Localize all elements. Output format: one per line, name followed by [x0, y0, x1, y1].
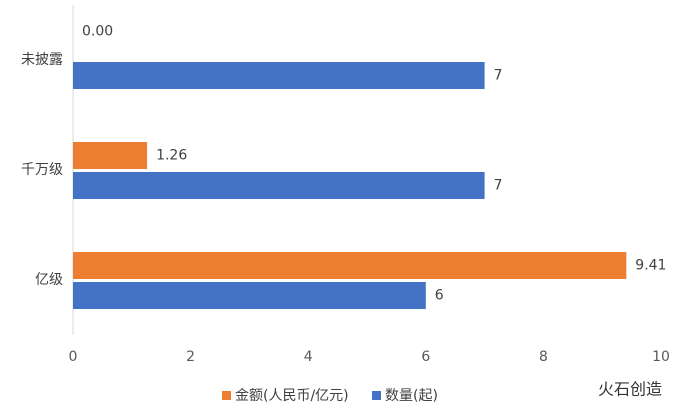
bar	[73, 282, 426, 309]
value-label: 0.00	[82, 24, 113, 40]
x-tick-label: 0	[69, 349, 78, 365]
y-tick-label: 亿级	[35, 272, 63, 288]
value-label: 9.41	[635, 258, 666, 274]
bar	[73, 172, 485, 199]
bar	[73, 62, 485, 89]
legend-label: 数量(起)	[385, 388, 438, 404]
value-label: 7	[494, 68, 503, 84]
brand: 火石创造	[598, 380, 662, 399]
x-tick-label: 10	[652, 349, 670, 365]
value-label: 7	[494, 178, 503, 194]
bar	[73, 252, 627, 279]
x-tick-label: 4	[304, 349, 313, 365]
bar	[73, 142, 148, 169]
legend-label: 金额(人民币/亿元)	[235, 388, 349, 404]
legend-swatch	[222, 391, 231, 400]
value-label: 1.26	[156, 148, 187, 164]
y-tick-label: 千万级	[21, 162, 63, 178]
x-tick-label: 2	[186, 349, 195, 365]
x-tick-label: 8	[539, 349, 548, 365]
x-tick-label: 6	[421, 349, 430, 365]
y-tick-label: 未披露	[21, 52, 63, 68]
legend-swatch	[372, 391, 381, 400]
value-label: 6	[435, 288, 444, 304]
